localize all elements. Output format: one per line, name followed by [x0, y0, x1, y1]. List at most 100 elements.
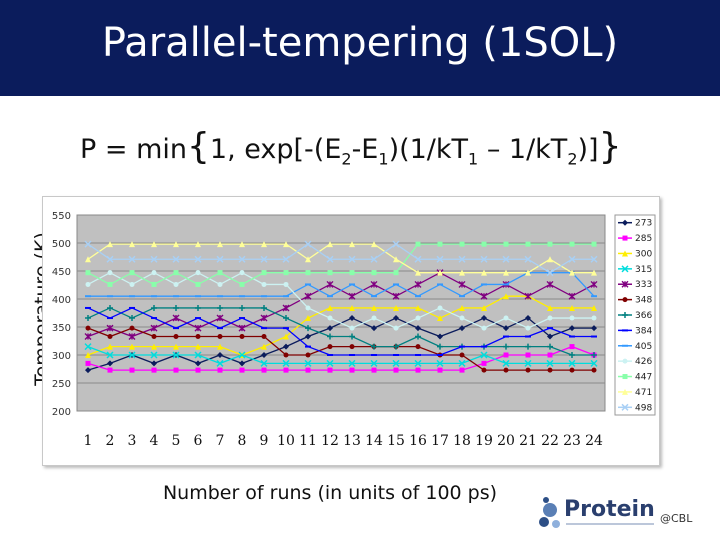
data-point	[283, 241, 289, 248]
protein-logo: Protein @CBL	[539, 497, 693, 528]
x-tick-label: 18	[453, 433, 471, 449]
data-point	[525, 269, 531, 276]
data-point	[459, 325, 465, 332]
data-point	[569, 241, 575, 247]
data-point	[129, 241, 135, 248]
data-point	[107, 343, 113, 350]
data-point	[436, 359, 444, 367]
data-point	[348, 359, 356, 367]
data-point	[349, 367, 355, 373]
data-point	[459, 315, 465, 321]
data-point	[622, 358, 628, 364]
data-point	[437, 305, 443, 311]
data-point	[415, 269, 421, 276]
data-point	[85, 367, 91, 374]
x-tick-label: 5	[172, 433, 181, 449]
data-point	[370, 359, 378, 367]
data-point	[195, 334, 201, 340]
y-tick-label: 450	[52, 267, 71, 278]
data-point	[282, 304, 290, 312]
data-point	[305, 352, 311, 358]
data-point	[217, 270, 223, 276]
data-point	[621, 403, 629, 411]
probability-formula: P = min{1, exp[-(E2-E1)(1/kT1 – 1/kT2)]}	[80, 126, 680, 168]
data-point	[194, 351, 202, 359]
legend-label: 426	[635, 357, 652, 367]
data-point	[547, 352, 553, 358]
series-line-300	[87, 295, 594, 356]
data-point	[217, 334, 223, 340]
legend-label: 315	[635, 265, 652, 275]
data-point	[217, 343, 223, 350]
x-tick-label: 20	[497, 433, 515, 449]
data-point	[371, 325, 377, 332]
data-point	[459, 367, 465, 373]
data-point	[129, 281, 135, 287]
data-point	[525, 241, 531, 247]
data-point	[85, 315, 91, 322]
data-point	[173, 270, 179, 276]
data-point	[525, 343, 531, 350]
data-point	[195, 241, 201, 248]
logo-molecule-icon	[543, 503, 557, 517]
data-point	[151, 343, 157, 350]
data-point	[546, 280, 554, 288]
data-point	[283, 343, 289, 350]
y-tick-label: 400	[52, 295, 71, 306]
data-point	[591, 325, 597, 332]
data-point	[305, 270, 311, 276]
data-point	[502, 255, 510, 263]
data-point	[349, 333, 355, 340]
legend-label: 498	[635, 403, 652, 413]
data-point	[547, 304, 553, 311]
data-point	[195, 343, 201, 350]
formula-open-brace: {	[187, 126, 210, 167]
data-point	[261, 334, 267, 340]
data-point	[547, 241, 553, 247]
data-point	[349, 325, 355, 331]
series-line-366	[87, 307, 594, 356]
series-line-315	[87, 345, 594, 365]
data-point	[622, 250, 628, 257]
data-point	[173, 343, 179, 350]
data-point	[622, 235, 628, 241]
data-point	[393, 315, 399, 322]
data-point	[238, 324, 246, 332]
legend-label: 384	[635, 326, 652, 336]
y-tick-label: 200	[52, 407, 71, 418]
data-point	[568, 292, 576, 300]
data-point	[129, 315, 135, 322]
data-point	[326, 280, 334, 288]
data-point	[393, 256, 399, 263]
data-point	[260, 359, 268, 367]
x-tick-label: 15	[387, 433, 405, 449]
logo-sub: @CBL	[660, 512, 693, 525]
data-point	[349, 304, 355, 311]
data-point	[525, 315, 531, 322]
data-point	[458, 359, 466, 367]
data-point	[217, 304, 223, 311]
data-point	[129, 325, 135, 331]
data-point	[459, 269, 465, 276]
formula-part3: )(1/kT	[388, 134, 469, 165]
data-point	[239, 281, 245, 287]
data-point	[128, 333, 136, 341]
data-point	[524, 292, 532, 300]
data-point	[305, 256, 311, 263]
data-point	[106, 255, 114, 263]
x-tick-label: 9	[260, 433, 269, 449]
data-point	[392, 292, 400, 300]
data-point	[238, 255, 246, 263]
data-point	[392, 359, 400, 367]
data-point	[151, 270, 157, 276]
data-point	[305, 367, 311, 373]
data-point	[503, 343, 509, 350]
data-point	[481, 325, 487, 331]
data-point	[569, 304, 575, 311]
logo-word: Protein	[564, 497, 655, 522]
data-point	[327, 344, 333, 350]
data-point	[569, 269, 575, 276]
data-point	[107, 281, 113, 287]
data-point	[217, 281, 223, 287]
data-point	[546, 269, 554, 277]
